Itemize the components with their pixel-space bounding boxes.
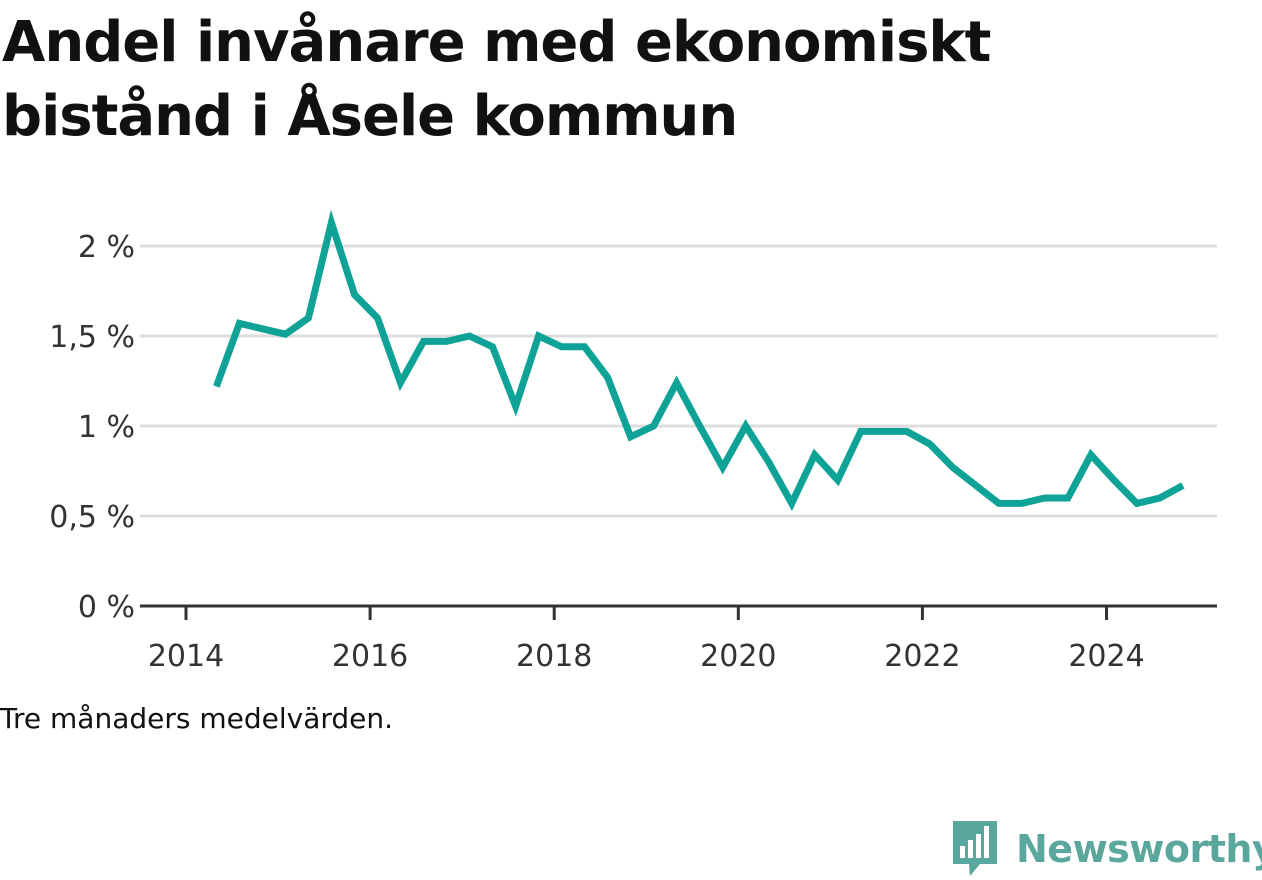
y-tick-label: 2 %	[78, 230, 135, 265]
y-tick-label: 1,5 %	[49, 320, 135, 355]
chart-title: Andel invånare med ekonomiskt bistånd i …	[2, 10, 991, 149]
newsworthy-logo: Newsworthy	[950, 818, 1262, 880]
y-tick-label: 0 %	[78, 590, 135, 625]
x-tick-label: 2024	[1068, 639, 1144, 674]
x-tick-label: 2014	[148, 639, 224, 674]
x-axis-labels: 2014 2016 2018 2020 2022 2024	[148, 639, 1145, 674]
x-tick-label: 2022	[884, 639, 960, 674]
series-line	[213, 209, 1185, 512]
x-tick-label: 2018	[516, 639, 592, 674]
grid-lines	[140, 244, 1217, 518]
x-axis	[140, 604, 1217, 620]
y-tick-label: 0,5 %	[49, 500, 135, 535]
chart-note: Tre månaders medelvärden.	[0, 702, 394, 735]
y-tick-label: 1 %	[78, 410, 135, 445]
x-tick-label: 2020	[700, 639, 776, 674]
y-axis-labels: 0 % 0,5 % 1 % 1,5 % 2 %	[49, 230, 135, 625]
brand-name: Newsworthy	[1016, 827, 1262, 871]
series-layer	[213, 209, 1185, 512]
bar-chart-speech-icon	[953, 821, 997, 876]
line-chart: 0 % 0,5 % 1 % 1,5 % 2 % 2014 2016 2018 2020 2022…	[49, 209, 1217, 674]
x-tick-label: 2016	[332, 639, 408, 674]
